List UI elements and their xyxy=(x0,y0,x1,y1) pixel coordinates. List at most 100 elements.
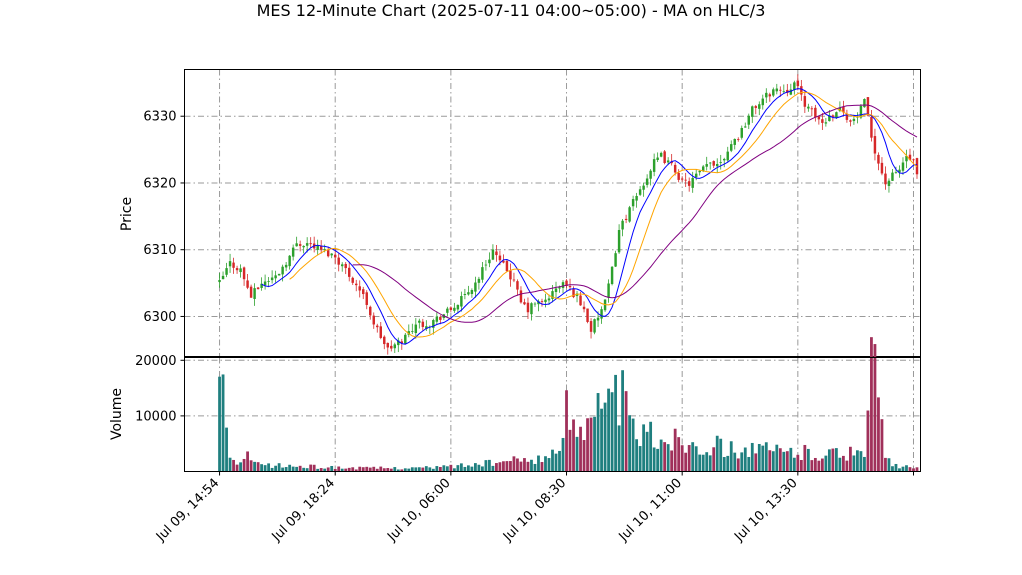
candle xyxy=(758,101,761,116)
volume-bar xyxy=(375,468,379,472)
volume-bar xyxy=(649,421,653,472)
volume-bar xyxy=(656,448,660,472)
candle-body xyxy=(894,171,898,173)
candle-body xyxy=(642,185,645,190)
volume-bar xyxy=(891,466,894,472)
volume-bar xyxy=(841,455,845,472)
candle xyxy=(740,125,743,140)
candle xyxy=(614,250,617,268)
volume-bar xyxy=(561,437,565,472)
candle xyxy=(663,150,666,165)
candle xyxy=(659,151,663,158)
candle-body xyxy=(649,170,652,179)
volume-panel-frame xyxy=(184,357,921,472)
volume-bar xyxy=(726,455,730,472)
volume-bar xyxy=(663,442,667,472)
candle xyxy=(221,271,225,280)
volume-bar xyxy=(417,467,421,472)
volume-bar xyxy=(473,463,477,472)
volume-bar xyxy=(488,459,491,472)
candle-body xyxy=(369,306,372,316)
candle-body xyxy=(740,127,743,138)
candle xyxy=(747,113,750,130)
candle-body xyxy=(859,105,863,118)
candle-body xyxy=(631,199,635,207)
price-tick-label: 6330 xyxy=(143,110,176,125)
volume-bar xyxy=(459,463,463,472)
volume-bar xyxy=(740,452,744,472)
volume-bar xyxy=(445,466,449,472)
candle xyxy=(866,97,870,117)
candle-body xyxy=(701,166,705,172)
candle-body xyxy=(221,275,225,280)
volume-bar xyxy=(246,451,249,472)
volume-panel: 10000 20000 Volume xyxy=(109,337,921,472)
candle-body xyxy=(425,326,428,329)
volume-bar xyxy=(421,467,425,472)
candle xyxy=(295,236,298,247)
candle xyxy=(891,169,894,182)
candle xyxy=(807,103,810,112)
volume-bar xyxy=(859,451,863,472)
candle-body xyxy=(901,162,905,171)
candle-body xyxy=(372,315,375,325)
candle xyxy=(316,239,319,256)
volume-bar xyxy=(225,427,228,472)
candle-body xyxy=(793,82,796,90)
candle-body xyxy=(235,268,239,271)
candle-body xyxy=(719,162,722,163)
volume-bar xyxy=(782,451,786,472)
candle-body xyxy=(880,162,884,174)
moving-average-lines xyxy=(261,88,918,345)
candle-body xyxy=(807,106,810,109)
candle xyxy=(344,262,347,275)
candle xyxy=(484,260,488,271)
volume-bar xyxy=(274,465,278,472)
candle-body xyxy=(582,306,586,310)
candle-body xyxy=(772,89,775,96)
volume-bar xyxy=(691,442,695,472)
candle-body xyxy=(344,263,347,269)
candle-body xyxy=(453,307,456,311)
x-tick-label: Jul 10, 11:00 xyxy=(616,476,685,545)
volume-bar xyxy=(736,458,740,472)
volume-bar xyxy=(680,445,684,472)
volume-bar xyxy=(263,465,267,472)
candle-body xyxy=(376,325,379,328)
candle-body xyxy=(835,112,838,118)
candle xyxy=(744,122,747,128)
candle-body xyxy=(715,164,719,167)
candle-body xyxy=(842,106,845,113)
volume-bar xyxy=(530,459,533,472)
candle-body xyxy=(390,345,393,349)
ma-line-3 xyxy=(352,104,918,323)
volume-bar xyxy=(621,370,624,472)
candle xyxy=(442,313,446,321)
candle xyxy=(270,270,274,284)
candle-body xyxy=(316,245,319,250)
volume-bar xyxy=(870,337,873,472)
volume-bar xyxy=(291,466,295,472)
candle-body xyxy=(260,283,263,288)
candle-body xyxy=(404,334,407,344)
candle xyxy=(652,153,656,177)
volume-y-ticks: 10000 20000 xyxy=(135,354,185,424)
volume-bar xyxy=(267,463,271,472)
volume-bar xyxy=(256,462,260,472)
volume-bar xyxy=(403,468,407,472)
candle-body xyxy=(568,286,572,288)
volume-bar xyxy=(533,463,537,472)
volume-bar xyxy=(652,447,656,472)
candle xyxy=(463,288,467,300)
candle xyxy=(425,320,428,331)
candle-body xyxy=(488,259,491,264)
candle-body xyxy=(449,307,453,310)
volume-bar xyxy=(764,442,768,472)
candle-body xyxy=(333,254,337,258)
candle-body xyxy=(491,249,495,260)
volume-bar xyxy=(600,408,603,472)
candle-body xyxy=(796,80,800,87)
candle xyxy=(873,128,877,161)
candle xyxy=(477,276,481,290)
candle xyxy=(246,274,249,290)
